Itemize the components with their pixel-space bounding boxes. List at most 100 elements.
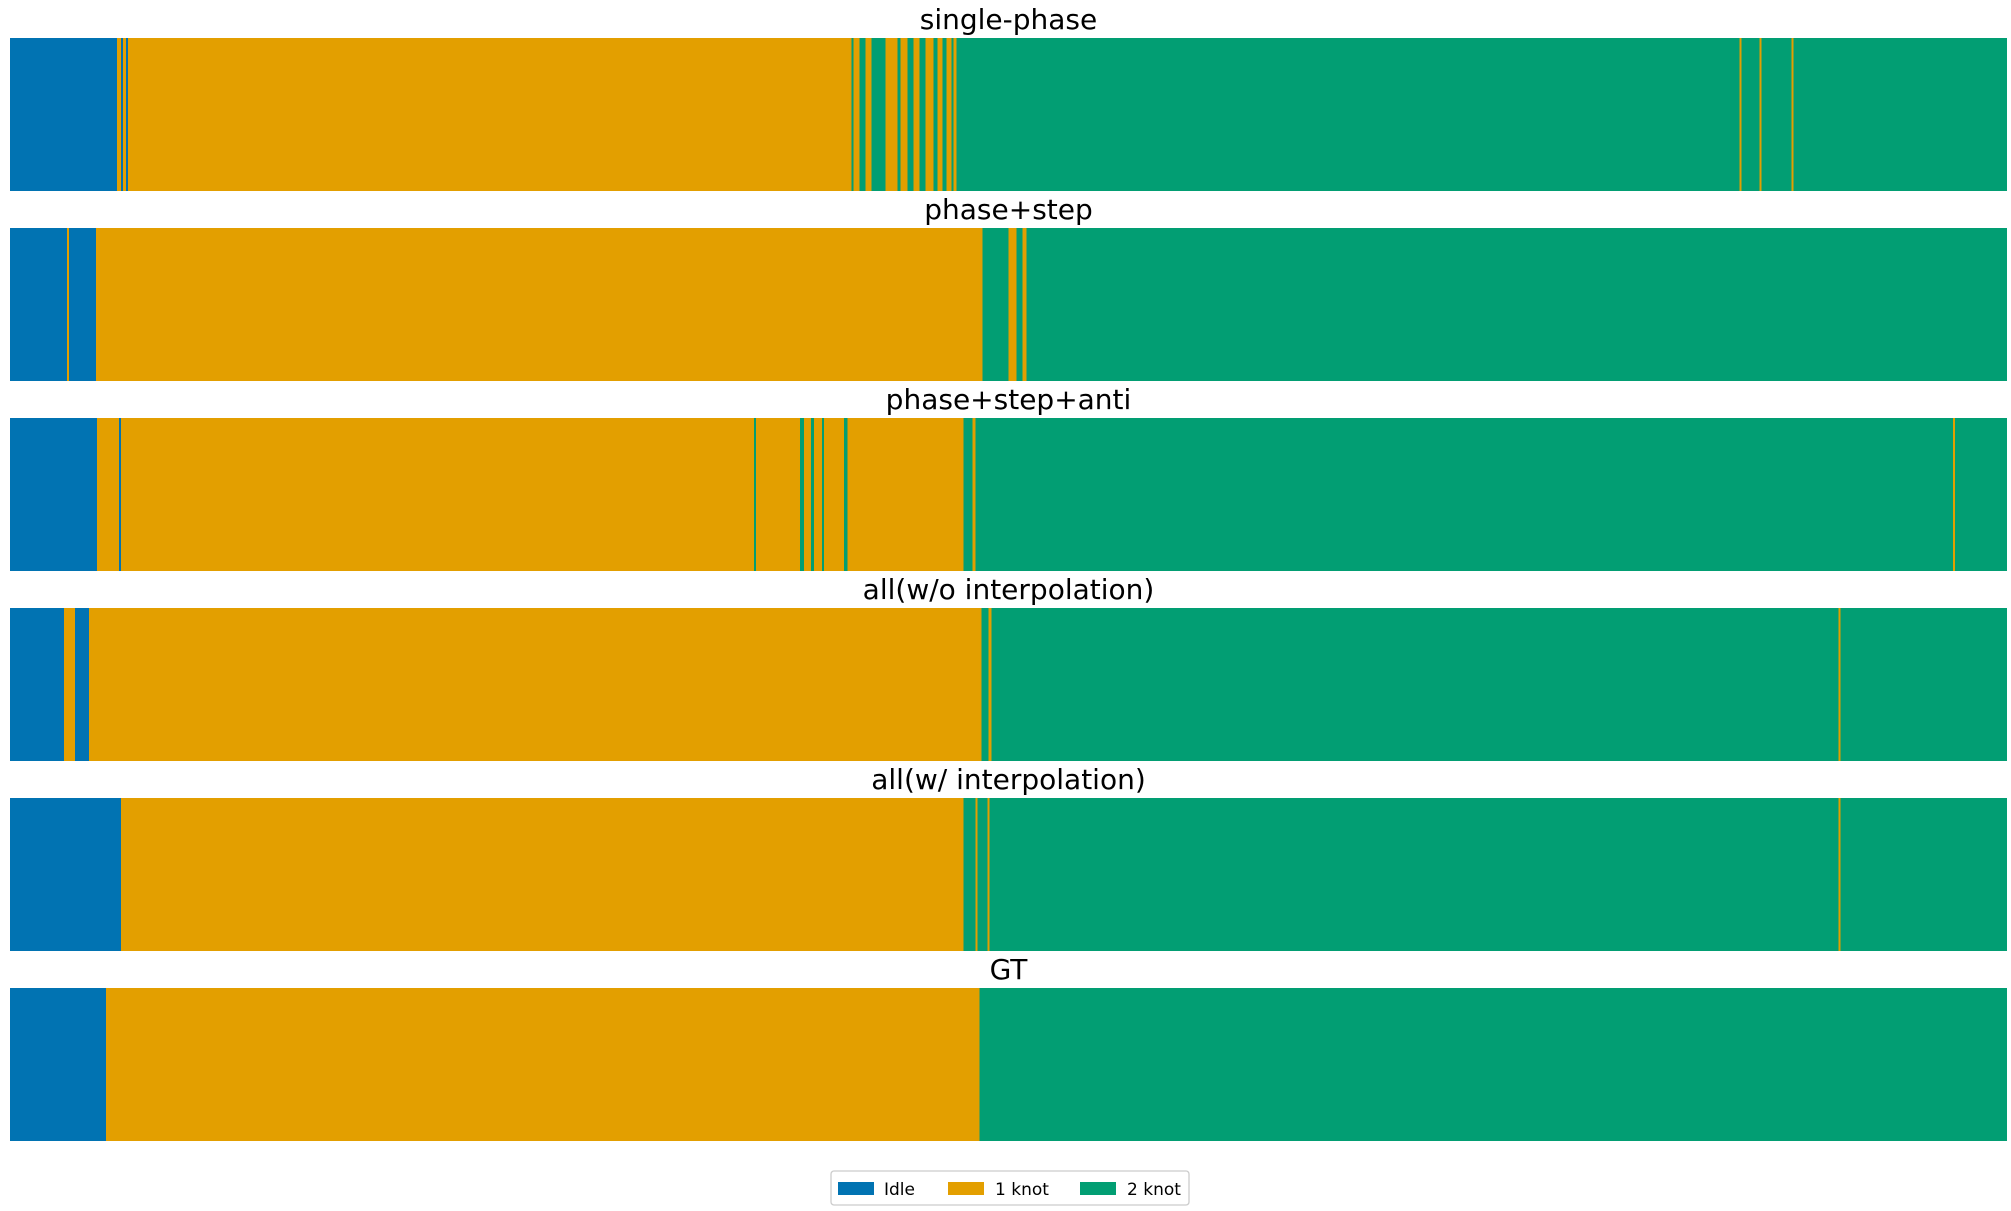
segment-2-knot	[1793, 38, 2007, 191]
segment-2-knot	[871, 38, 886, 191]
segment-1-knot	[116, 38, 121, 191]
segment-1-knot	[66, 228, 69, 381]
segment-1-knot	[127, 38, 852, 191]
segment-1-knot	[96, 418, 119, 571]
panel-title: phase+step+anti	[886, 383, 1132, 416]
segment-2-knot	[1955, 418, 2007, 571]
segment-idle	[118, 418, 121, 571]
segment-1-knot	[120, 418, 754, 571]
segment-1-knot	[1022, 228, 1027, 381]
segment-idle	[10, 988, 106, 1141]
legend-label-1-knot: 1 knot	[995, 1180, 1049, 1200]
segment-1-knot	[823, 418, 844, 571]
segment-idle	[10, 798, 121, 951]
segment-1-knot	[925, 38, 934, 191]
segment-2-knot	[1026, 228, 2007, 381]
segment-1-knot	[865, 38, 872, 191]
segment-2-knot	[907, 38, 914, 191]
segment-2-knot	[979, 988, 2007, 1141]
segment-2-knot	[753, 418, 756, 571]
segment-1-knot	[105, 988, 980, 1141]
segment-2-knot	[989, 798, 1839, 951]
segment-1-knot	[900, 38, 908, 191]
segment-1-knot	[946, 38, 952, 191]
segment-idle	[10, 38, 117, 191]
segment-1-knot	[813, 418, 822, 571]
segment-idle	[10, 608, 64, 761]
segment-1-knot	[1739, 38, 1742, 191]
panel-title: phase+step	[924, 193, 1093, 226]
segment-2-knot	[1741, 38, 1760, 191]
segment-2-knot	[919, 38, 926, 191]
legend-label-idle: Idle	[884, 1180, 915, 1200]
segment-1-knot	[88, 608, 982, 761]
segment-idle	[10, 228, 67, 381]
segment-2-knot	[991, 608, 1839, 761]
panel-title: all(w/o interpolation)	[863, 573, 1155, 606]
segment-idle	[10, 418, 97, 571]
segment-1-knot	[120, 798, 964, 951]
legend-frame	[830, 1170, 1190, 1206]
segment-2-knot	[951, 38, 954, 191]
segment-1-knot	[987, 798, 990, 951]
segment-1-knot	[1838, 798, 1841, 951]
segment-1-knot	[1791, 38, 1794, 191]
segment-1-knot	[122, 38, 126, 191]
segment-2-knot	[977, 798, 988, 951]
panel-title: GT	[990, 953, 1029, 986]
segment-1-knot	[95, 228, 983, 381]
segment-2-knot	[982, 228, 1009, 381]
segment-2-knot	[1761, 38, 1792, 191]
segment-1-knot	[975, 798, 978, 951]
segment-2-knot	[843, 418, 848, 571]
panel-title: single-phase	[920, 3, 1098, 36]
segment-1-knot	[1953, 418, 1956, 571]
segment-2-knot	[933, 38, 938, 191]
segment-1-knot	[988, 608, 992, 761]
segment-2-knot	[963, 798, 976, 951]
segment-2-knot	[897, 38, 901, 191]
legend-label-2-knot: 2 knot	[1127, 1180, 1181, 1200]
legend: Idle 1 knot 2 knot	[830, 1170, 1190, 1206]
segment-idle	[74, 608, 89, 761]
segment-1-knot	[913, 38, 920, 191]
segment-2-knot	[942, 38, 947, 191]
segment-1-knot	[803, 418, 811, 571]
legend-swatch-1-knot	[948, 1182, 984, 1195]
segment-2-knot	[799, 418, 804, 571]
segment-idle	[68, 228, 96, 381]
segment-2-knot	[956, 38, 1740, 191]
segment-1-knot	[1838, 608, 1841, 761]
segment-idle	[125, 38, 128, 191]
legend-swatch-2-knot	[1080, 1182, 1116, 1195]
segment-1-knot	[937, 38, 943, 191]
panel-title: all(w/ interpolation)	[871, 763, 1146, 796]
panel-single-phase: single-phase	[10, 3, 2007, 191]
panel-phase-step-anti: phase+step+anti	[10, 383, 2007, 571]
segment-1-knot	[755, 418, 800, 571]
segment-2-knot	[851, 38, 854, 191]
segment-2-knot	[1840, 608, 2007, 761]
panel-all-w-interpolation: all(w/ interpolation)	[10, 763, 2007, 951]
segment-2-knot	[1840, 798, 2007, 951]
segment-1-knot	[847, 418, 964, 571]
segment-2-knot	[975, 418, 1954, 571]
segment-2-knot	[1016, 228, 1023, 381]
segment-1-knot	[1759, 38, 1762, 191]
panel-phase-step: phase+step	[10, 193, 2007, 381]
segment-2-knot	[859, 38, 866, 191]
segment-2-knot	[981, 608, 989, 761]
segment-1-knot	[972, 418, 976, 571]
segment-1-knot	[953, 38, 957, 191]
panel-gt: GT	[10, 953, 2007, 1141]
segment-2-knot	[821, 418, 824, 571]
legend-swatch-idle	[838, 1182, 874, 1195]
segment-2-knot	[963, 418, 973, 571]
segment-1-knot	[885, 38, 898, 191]
panels-group: single-phase phase+step phase+step+anti all…	[10, 3, 2007, 1141]
segment-2-knot	[810, 418, 814, 571]
segment-1-knot	[853, 38, 860, 191]
segment-idle	[120, 38, 123, 191]
segment-1-knot	[1008, 228, 1017, 381]
